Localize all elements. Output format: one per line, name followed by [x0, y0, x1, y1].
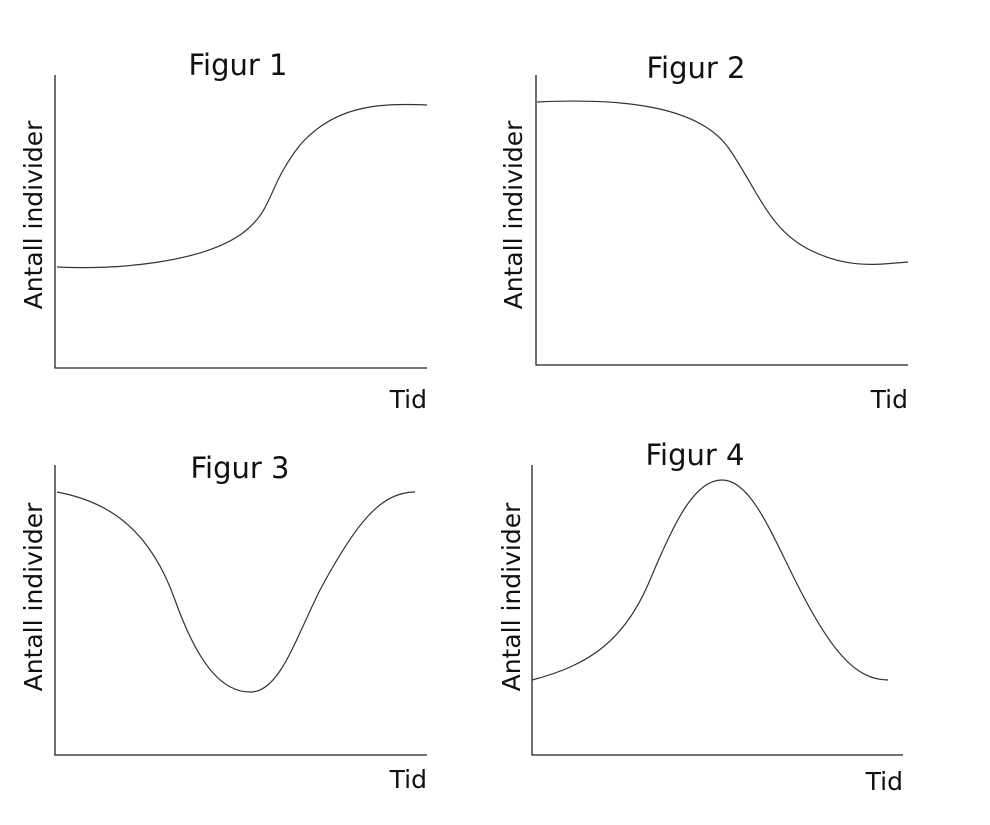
- axes: [531, 465, 903, 756]
- x-axis-label: Tid: [389, 765, 427, 794]
- y-axis-label: Antall individer: [19, 120, 48, 310]
- curve: [536, 100, 909, 265]
- curve: [56, 103, 428, 269]
- figure-2: Figur 2 Antall individer Tid: [499, 51, 909, 414]
- figure-title: Figur 4: [645, 438, 744, 472]
- figure-title: Figur 1: [188, 48, 287, 82]
- figure-title: Figur 2: [646, 51, 745, 85]
- x-axis-label: Tid: [389, 385, 427, 414]
- figure-3: Figur 3 Antall individer Tid: [19, 451, 427, 794]
- axes: [54, 465, 427, 756]
- curve: [531, 479, 889, 681]
- axes: [535, 75, 908, 366]
- curve: [56, 491, 416, 693]
- axes: [54, 75, 427, 369]
- y-axis-label: Antall individer: [497, 502, 526, 692]
- figure-4: Figur 4 Antall individer Tid: [497, 438, 903, 796]
- y-axis-label: Antall individer: [499, 120, 528, 310]
- figure-title: Figur 3: [190, 451, 289, 485]
- x-axis-label: Tid: [865, 767, 903, 796]
- figure-1: Figur 1 Antall individer Tid: [19, 48, 428, 414]
- x-axis-label: Tid: [870, 385, 908, 414]
- y-axis-label: Antall individer: [19, 502, 48, 692]
